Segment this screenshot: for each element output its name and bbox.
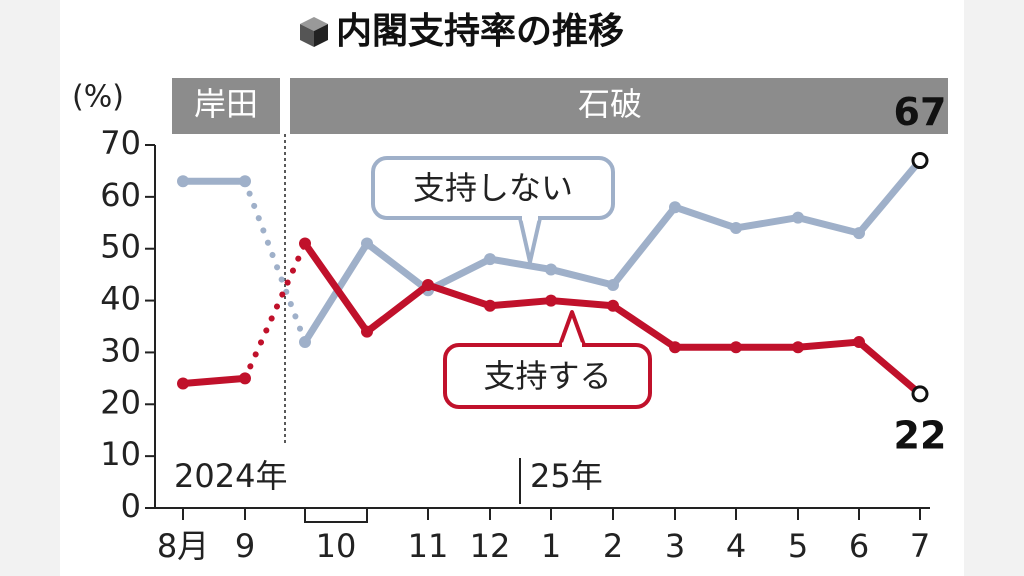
x-tick-label: 9 <box>235 527 255 565</box>
margin <box>964 0 1024 576</box>
legend-box <box>371 156 615 220</box>
end-value-label: 22 <box>894 413 947 457</box>
x-bracket <box>304 508 368 523</box>
data-point <box>361 325 373 338</box>
y-tick-label: 40 <box>100 280 141 318</box>
data-point <box>853 227 865 240</box>
x-tick-label: 8月 <box>157 527 209 565</box>
year-label: 25年 <box>530 457 603 495</box>
data-point <box>545 263 557 276</box>
series-line <box>242 240 308 382</box>
data-point <box>792 211 804 224</box>
year-label: 2024年 <box>174 457 287 495</box>
legend-box <box>443 343 652 409</box>
data-point <box>299 237 311 250</box>
data-point <box>239 175 251 188</box>
data-point <box>177 377 189 390</box>
data-point <box>853 336 865 349</box>
data-point <box>730 221 742 234</box>
data-point <box>669 341 681 354</box>
x-tick-label: 6 <box>849 527 869 565</box>
data-point <box>607 279 619 292</box>
legend-pointer <box>558 310 586 347</box>
data-point <box>911 152 929 170</box>
y-tick-label: 20 <box>100 383 141 421</box>
y-tick-label: 50 <box>100 228 141 266</box>
data-point <box>792 341 804 354</box>
data-point <box>607 299 619 312</box>
data-point <box>911 385 929 403</box>
y-tick-label: 10 <box>100 435 141 473</box>
y-tick-label: 70 <box>100 124 141 162</box>
x-tick-label: 12 <box>470 527 511 565</box>
data-point <box>669 201 681 214</box>
y-tick-label: 0 <box>121 487 141 525</box>
x-tick-label: 3 <box>665 527 685 565</box>
end-value-label: 67 <box>894 90 947 134</box>
legend-pointer <box>518 216 542 264</box>
margin <box>0 0 60 576</box>
x-tick-label: 5 <box>788 527 808 565</box>
data-point <box>422 279 434 292</box>
series-line <box>179 374 249 388</box>
data-point <box>177 175 189 188</box>
period-label: 岸田 <box>194 85 258 123</box>
x-tick-label: 11 <box>408 527 449 565</box>
legend-label: 支持しない <box>413 169 573 207</box>
x-tick-label: 7 <box>910 527 930 565</box>
title-icon <box>300 17 328 47</box>
x-tick-label: 4 <box>726 527 746 565</box>
x-tick-label: 10 <box>316 527 357 565</box>
chart-title: 内閣支持率の推移 <box>336 11 624 52</box>
data-point <box>239 372 251 385</box>
y-tick-label: 60 <box>100 176 141 214</box>
period-label: 石破 <box>578 85 642 123</box>
y-unit: (%) <box>72 80 124 115</box>
data-point <box>484 299 496 312</box>
legend-label: 支持する <box>483 357 611 395</box>
period-band <box>172 78 280 134</box>
data-point <box>361 237 373 250</box>
y-tick-label: 30 <box>100 331 141 369</box>
period-band <box>290 78 948 134</box>
x-tick-label: 1 <box>541 527 561 565</box>
data-point <box>484 253 496 266</box>
series-line <box>242 178 308 346</box>
data-point <box>730 341 742 354</box>
data-point <box>545 294 557 307</box>
data-point <box>299 336 311 349</box>
x-tick-label: 2 <box>603 527 623 565</box>
